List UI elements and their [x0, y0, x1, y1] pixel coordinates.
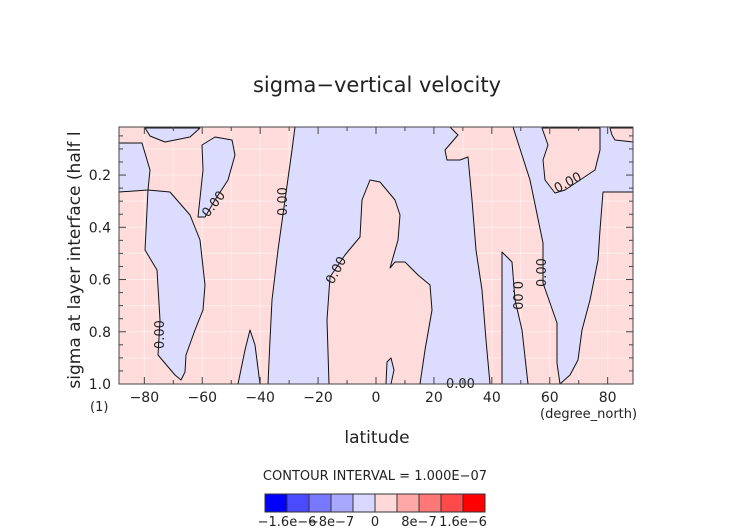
x-tick-label: 80 [599, 390, 617, 406]
negative-region [144, 189, 206, 381]
colorbar-swatch [396, 493, 420, 513]
y-units: (1) [90, 400, 108, 415]
colorbar-label: −1.6e−6 [258, 515, 317, 530]
x-tick-label: −40 [245, 390, 275, 406]
x-units: (degree_north) [540, 407, 637, 422]
x-tick-label: 40 [483, 390, 501, 406]
contour-interval-label: CONTOUR INTERVAL = 1.000E−07 [263, 469, 487, 484]
colorbar-swatch [308, 493, 332, 513]
negative-region [512, 126, 634, 385]
x-axis-label: latitude [344, 428, 409, 448]
x-tick-label: −80 [130, 390, 160, 406]
colorbar-swatch [352, 493, 376, 513]
y-tick-label: 1.0 [89, 377, 111, 393]
colorbar-swatch [330, 493, 354, 513]
y-axis-label: sigma at layer interface (half l [65, 131, 85, 388]
chart-title: sigma−vertical velocity [253, 73, 501, 97]
colorbar [264, 493, 486, 513]
y-tick-labels: 0.2 0.4 0.6 0.8 1.0 [89, 168, 111, 393]
colorbar-label: 0 [371, 515, 379, 530]
colorbar-swatch [374, 493, 398, 513]
positive-region [541, 127, 601, 194]
negative-region [197, 136, 236, 218]
y-tick-label: 0.6 [89, 273, 111, 289]
colorbar-swatch [286, 493, 310, 513]
y-tick-label: 0.4 [89, 220, 111, 236]
x-tick-label: −60 [187, 390, 217, 406]
colorbar-label: 8e−7 [401, 515, 436, 530]
x-tick-label: 20 [425, 390, 443, 406]
positive-region [609, 127, 634, 143]
axis-ticks [119, 127, 633, 384]
positive-region [326, 179, 433, 385]
colorbar-label: −8e−7 [308, 515, 354, 530]
colorbar-swatch [462, 493, 486, 513]
y-tick-label: 0.8 [89, 325, 111, 341]
colorbar-swatch [264, 493, 288, 513]
colorbar-swatch [440, 493, 464, 513]
x-tick-label: 0 [372, 390, 381, 406]
contour-label: 0.00 [276, 187, 291, 216]
negative-region [144, 127, 201, 143]
plot-area: 0.00 0.00 0.00 0.00 0.00 0.00 0.00 0.00 [118, 126, 634, 392]
contour-label: 0.00 [153, 320, 168, 349]
x-tick-labels: −80 −60 −40 −20 0 20 40 60 80 [130, 390, 617, 406]
colorbar-swatch [418, 493, 442, 513]
colorbar-labels: −1.6e−6−8e−7 0 8e−7 1.6e−6 [258, 515, 487, 530]
y-tick-label: 0.2 [89, 168, 111, 184]
colorbar-label: 1.6e−6 [439, 515, 487, 530]
contour-label: 0.00 [509, 281, 524, 310]
x-tick-label: 60 [541, 390, 559, 406]
x-tick-label: −20 [303, 390, 333, 406]
contour-label: 0.00 [535, 258, 550, 287]
